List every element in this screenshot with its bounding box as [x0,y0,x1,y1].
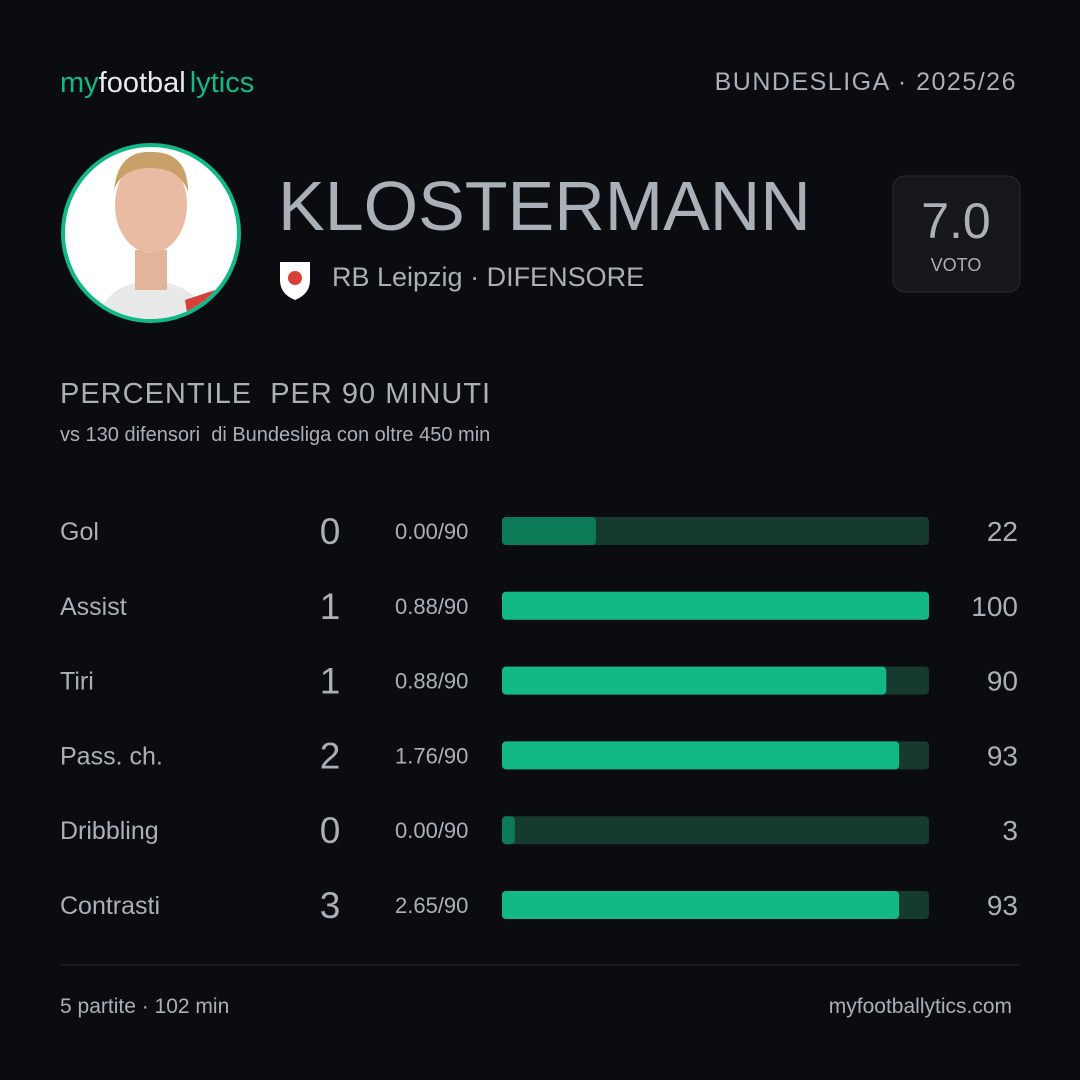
bar [502,591,929,620]
stat-label: Pass. ch. [60,742,163,770]
bar-track [502,816,929,845]
section-title: PERCENTILE PER 90 MINUTI [60,378,491,410]
club-logo [280,262,310,300]
percentile: 22 [987,516,1018,547]
brand-part: my [60,67,99,99]
percentile: 100 [971,591,1018,622]
rating: 7.0 [921,193,991,249]
percentile: 90 [987,666,1018,697]
footer-left: 5 partite · 102 min [60,995,229,1018]
stat-label: Tiri [60,668,94,696]
percentile: 93 [987,740,1018,771]
stat-count: 0 [320,810,341,851]
section-subtitle: vs 130 difensori di Bundesliga con oltre… [60,424,490,446]
stat-label: Assist [60,593,127,621]
bar [502,517,596,545]
footer-right: myfootballytics.com [829,995,1012,1018]
stat-count: 1 [320,661,341,702]
stat-count: 1 [320,586,341,627]
rating-label: VOTO [931,255,982,275]
percentile: 93 [987,890,1018,921]
rating-box [892,175,1021,293]
brand-part: lytics [190,67,254,99]
bar [502,666,887,695]
stat-per90: 2.65/90 [395,893,468,918]
brand-part: footbal [99,67,186,99]
stat-label: Gol [60,518,99,546]
player-name: KLOSTERMANN [278,167,811,245]
stat-label: Dribbling [60,817,159,845]
stat-per90: 1.76/90 [395,743,468,768]
league: BUNDESLIGA · 2025/26 [715,68,1017,96]
percentile: 3 [1002,815,1018,846]
stat-per90: 0.00/90 [395,818,468,843]
stat-count: 3 [320,885,341,926]
stat-label: Contrasti [60,892,160,920]
stat-per90: 0.88/90 [395,594,468,619]
stat-count: 2 [320,735,341,776]
stat-per90: 0.00/90 [395,519,468,544]
bar [502,741,900,770]
stat-per90: 0.88/90 [395,669,468,694]
stat-count: 0 [320,511,341,552]
brand: myfootbal lytics [60,67,254,99]
bar-track [502,517,929,545]
bar [502,891,900,919]
avatar [61,143,241,323]
club: RB Leipzig · DIFENSORE [332,262,644,292]
bar [502,816,515,845]
